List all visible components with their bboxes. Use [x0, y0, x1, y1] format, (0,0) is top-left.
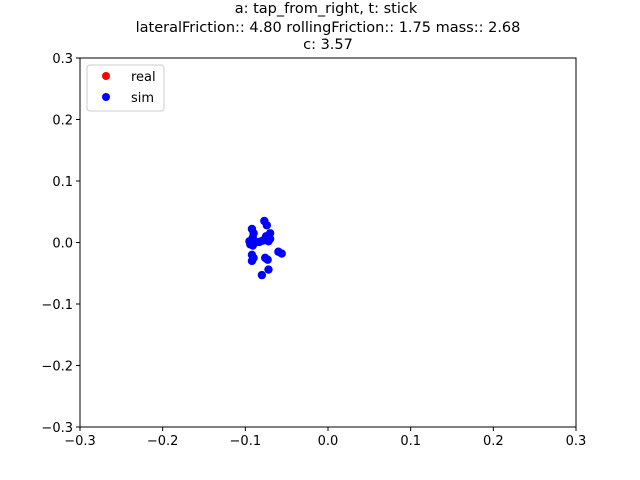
- data-point-sim: [277, 249, 286, 258]
- legend-label-sim: sim: [131, 91, 154, 106]
- legend-label-real: real: [131, 70, 156, 85]
- title-line-1: a: tap_from_right, t: stick: [235, 1, 418, 17]
- title-line-2: lateralFriction:: 4.80 rollingFriction::…: [136, 20, 521, 36]
- chart-title: a: tap_from_right, t: stick lateralFrict…: [136, 1, 521, 53]
- legend-marker-real: [102, 72, 110, 80]
- x-tick-label: −0.1: [230, 434, 262, 449]
- y-tick-label: −0.2: [41, 360, 73, 375]
- legend: real sim: [86, 64, 165, 112]
- x-axis-ticks: −0.3 −0.2 −0.1 0.0 0.1 0.2 0.3: [64, 427, 586, 449]
- x-tick-label: −0.2: [147, 434, 179, 449]
- y-tick-label: 0.3: [52, 52, 73, 67]
- y-axis-ticks: −0.3 −0.2 −0.1 0.0 0.1 0.2 0.3: [41, 52, 80, 436]
- title-line-3: c: 3.57: [303, 37, 353, 53]
- data-point-sim: [264, 265, 273, 274]
- y-tick-label: −0.3: [41, 421, 73, 436]
- x-tick-label: 0.0: [318, 434, 339, 449]
- legend-marker-sim: [102, 93, 110, 101]
- data-point-sim: [265, 234, 275, 244]
- plot-area: [80, 58, 576, 427]
- data-point-sim: [248, 241, 257, 250]
- data-point-sim: [247, 256, 257, 266]
- x-tick-label: 0.3: [566, 434, 587, 449]
- y-tick-label: 0.1: [52, 175, 73, 190]
- x-tick-label: 0.2: [483, 434, 504, 449]
- y-tick-label: −0.1: [41, 298, 73, 313]
- data-point-sim: [257, 270, 267, 280]
- x-tick-label: −0.3: [64, 434, 96, 449]
- data-point-sim: [262, 221, 272, 230]
- x-tick-label: 0.1: [400, 434, 421, 449]
- data-points: [245, 216, 286, 280]
- y-tick-label: 0.2: [52, 114, 73, 129]
- data-point-sim: [263, 255, 272, 264]
- y-tick-label: 0.0: [52, 237, 73, 252]
